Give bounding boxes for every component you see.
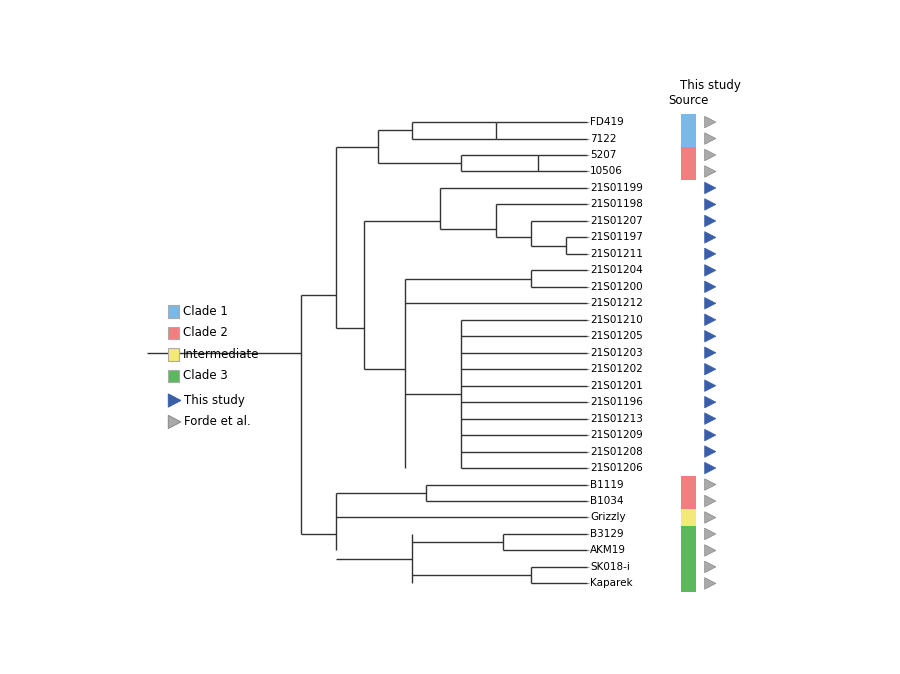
Text: This study: This study [184, 394, 245, 407]
Polygon shape [705, 446, 716, 458]
Polygon shape [705, 117, 716, 128]
Text: 5207: 5207 [590, 150, 616, 160]
Text: 21S01199: 21S01199 [590, 183, 643, 193]
Polygon shape [705, 149, 716, 161]
Text: 21S01205: 21S01205 [590, 331, 643, 341]
Polygon shape [705, 380, 716, 392]
Text: AKM19: AKM19 [590, 545, 626, 555]
Bar [168, 305, 179, 317]
Text: 21S01207: 21S01207 [590, 216, 643, 226]
Polygon shape [705, 199, 716, 210]
Polygon shape [705, 512, 716, 523]
Bar [681, 114, 697, 147]
Text: Clade 2: Clade 2 [183, 326, 228, 340]
Polygon shape [705, 314, 716, 326]
Text: 21S01201: 21S01201 [590, 381, 643, 391]
Bar [681, 510, 697, 526]
Text: 21S01198: 21S01198 [590, 200, 643, 210]
Text: 21S01209: 21S01209 [590, 430, 643, 440]
Text: 21S01203: 21S01203 [590, 348, 643, 358]
Polygon shape [705, 330, 716, 342]
Text: Grizzly: Grizzly [590, 512, 625, 522]
Text: B1119: B1119 [590, 479, 624, 489]
Polygon shape [705, 281, 716, 293]
Text: 21S01212: 21S01212 [590, 299, 643, 308]
Text: Source: Source [669, 94, 709, 107]
Bar [168, 348, 179, 361]
Text: Kaparek: Kaparek [590, 578, 633, 588]
Polygon shape [705, 166, 716, 177]
Text: 21S01204: 21S01204 [590, 266, 643, 276]
Polygon shape [705, 248, 716, 259]
Polygon shape [705, 462, 716, 474]
Bar [681, 526, 697, 592]
Polygon shape [705, 429, 716, 441]
Text: 21S01200: 21S01200 [590, 282, 643, 292]
Polygon shape [705, 578, 716, 589]
Text: Intermediate: Intermediate [183, 348, 259, 361]
Polygon shape [705, 265, 716, 276]
Bar [168, 369, 179, 382]
Polygon shape [705, 561, 716, 573]
Text: 21S01197: 21S01197 [590, 233, 643, 243]
Polygon shape [705, 297, 716, 309]
Text: 21S01210: 21S01210 [590, 315, 643, 325]
Polygon shape [168, 415, 181, 429]
Polygon shape [705, 232, 716, 243]
Polygon shape [705, 528, 716, 540]
Polygon shape [705, 495, 716, 507]
Polygon shape [168, 394, 181, 407]
Polygon shape [705, 413, 716, 425]
Text: 21S01206: 21S01206 [590, 463, 643, 473]
Text: 21S01208: 21S01208 [590, 447, 643, 456]
Text: 7122: 7122 [590, 133, 616, 144]
Polygon shape [705, 396, 716, 408]
Text: Forde et al.: Forde et al. [184, 415, 251, 429]
Polygon shape [705, 347, 716, 359]
Text: B1034: B1034 [590, 496, 624, 506]
Polygon shape [705, 479, 716, 490]
Text: 21S01202: 21S01202 [590, 364, 643, 374]
Bar [681, 477, 697, 510]
Polygon shape [705, 182, 716, 193]
Text: FD419: FD419 [590, 117, 624, 127]
Text: Clade 1: Clade 1 [183, 305, 228, 318]
Text: 21S01213: 21S01213 [590, 414, 643, 424]
Text: 21S01211: 21S01211 [590, 249, 643, 259]
Text: This study: This study [680, 80, 741, 92]
Bar [168, 327, 179, 339]
Bar [681, 147, 697, 180]
Polygon shape [705, 133, 716, 144]
Text: Clade 3: Clade 3 [183, 369, 228, 382]
Text: 10506: 10506 [590, 166, 623, 177]
Text: SK018-i: SK018-i [590, 562, 630, 572]
Text: 21S01196: 21S01196 [590, 397, 643, 407]
Polygon shape [705, 545, 716, 556]
Polygon shape [705, 215, 716, 226]
Text: B3129: B3129 [590, 529, 624, 539]
Polygon shape [705, 363, 716, 375]
